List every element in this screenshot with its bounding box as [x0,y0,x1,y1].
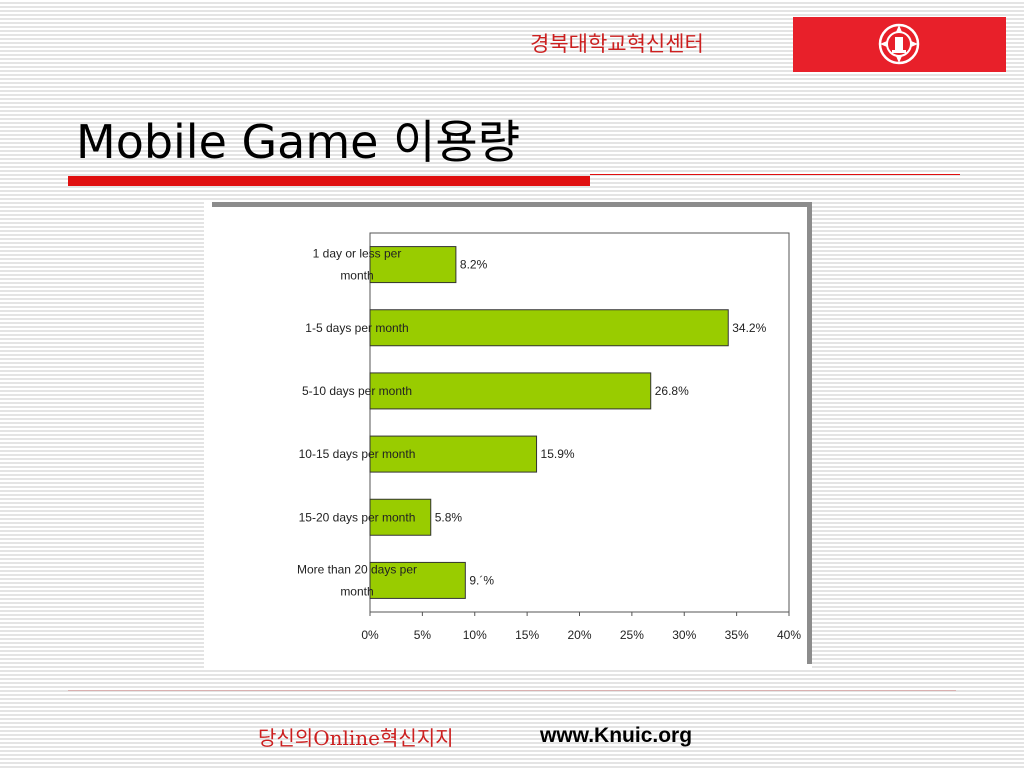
x-tick-label: 20% [567,628,591,642]
data-label: 5.8% [435,510,463,524]
page-title: Mobile Game 이용량 [76,115,521,169]
x-tick-label: 5% [414,628,432,642]
category-label: 1 day or less per month [313,247,402,283]
category-label: 1-5 days per month [305,321,408,335]
x-tick-label: 25% [620,628,644,642]
category-label: 10-15 days per month [299,447,416,461]
x-tick-label: 10% [463,628,487,642]
title-underline-thin [590,174,960,175]
data-label: 26.8% [655,384,689,398]
x-tick-label: 30% [672,628,696,642]
bar [369,309,729,347]
category-label: 5-10 days per month [302,384,412,398]
data-label: 34.2% [732,321,766,335]
org-name: 경북대학교혁신센터 [530,32,704,56]
bar [369,498,432,536]
logo-banner [793,17,1006,72]
data-label: 8.2% [460,258,488,272]
chart-panel: 8.2% 1 day or less per month 34.2% 1-5 days … [204,202,812,670]
plot-area [369,232,790,613]
category-label: 15-20 days per month [299,510,416,524]
x-tick-label: 15% [515,628,539,642]
x-tick-label: 35% [725,628,749,642]
data-label: 15.9% [541,447,575,461]
footer-divider [68,690,956,691]
data-label: 9.´% [469,573,494,587]
emblem-icon [878,23,920,65]
chart-frame-top [212,202,812,207]
x-tick-label: 40% [777,628,801,642]
title-underline [68,176,590,186]
bar-chart: 8.2% 1 day or less per month 34.2% 1-5 days … [297,232,801,642]
bar [369,561,466,599]
bar [369,435,538,473]
footer-slogan: 당신의Online혁신지지 [258,726,454,750]
bar [369,372,652,410]
bar [369,246,457,284]
footer-url[interactable]: www.Knuic.org [540,724,693,747]
chart-frame-right [807,202,812,664]
x-tick-label: 0% [361,628,379,642]
category-label: More than 20 days per month [297,562,417,598]
